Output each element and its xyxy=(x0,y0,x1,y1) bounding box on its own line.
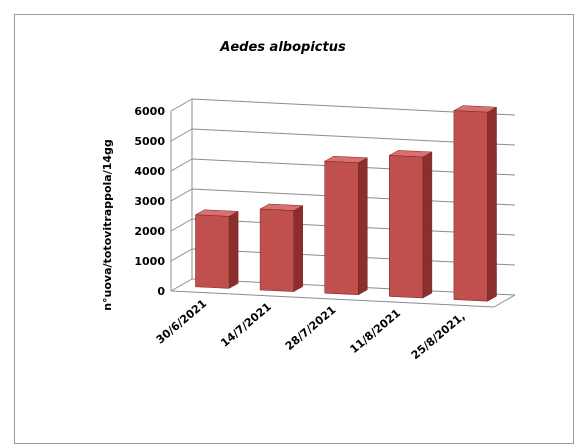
bar-1-side xyxy=(228,210,239,289)
chart-svg: Aedes albopictus 0 1000 2000 3000 4000 5000 60… xyxy=(101,40,516,362)
bar-5 xyxy=(453,105,498,302)
y-tick-4000: 4000 xyxy=(134,165,165,178)
y-tick-3000: 3000 xyxy=(134,195,165,208)
x-tick-1: 30/6/2021 xyxy=(154,297,210,347)
bar-4-side xyxy=(422,151,433,299)
wall-gridline-0 xyxy=(170,278,193,292)
x-tick-5: 25/8/2021, xyxy=(409,310,468,362)
y-tick-labels: 0 1000 2000 3000 4000 5000 6000 xyxy=(134,105,165,298)
chart-frame: Aedes albopictus 0 1000 2000 3000 4000 5000 60… xyxy=(14,14,574,444)
bar-5-front xyxy=(453,110,488,302)
x-tick-4: 11/8/2021 xyxy=(347,307,403,357)
bar-4 xyxy=(388,150,433,299)
y-tick-6000: 6000 xyxy=(134,105,165,118)
wall-gridline-2000 xyxy=(170,218,193,232)
bar-3-side xyxy=(358,157,368,296)
bar-2-side xyxy=(293,205,303,293)
wall-gridline-5000 xyxy=(170,128,193,142)
chart-title: Aedes albopictus xyxy=(219,40,346,55)
bar-4-front xyxy=(389,155,424,299)
wall-gridline-1000 xyxy=(170,248,193,262)
y-tick-2000: 2000 xyxy=(134,225,165,238)
x-tick-3: 28/7/2021 xyxy=(283,303,339,353)
x-axis-line xyxy=(170,290,495,308)
bar-5-side xyxy=(487,106,497,302)
bar-3-front xyxy=(324,160,359,296)
bar-1-front xyxy=(195,214,230,289)
wall-gridline-3000 xyxy=(170,188,193,202)
wall-gridline-4000 xyxy=(170,158,193,172)
bar-2 xyxy=(259,203,304,293)
y-tick-0: 0 xyxy=(157,285,165,298)
bar-3 xyxy=(323,155,369,296)
wall-gridline-6000 xyxy=(170,98,193,112)
x-tick-labels: 30/6/2021 14/7/2021 28/7/2021 11/8/2021 25/8… xyxy=(154,297,468,362)
floor-right-edge xyxy=(493,294,516,308)
y-tick-1000: 1000 xyxy=(134,255,165,268)
y-tick-5000: 5000 xyxy=(134,135,165,148)
x-tick-2: 14/7/2021 xyxy=(218,300,274,350)
y-axis-label: n°uova/totovitrappola/14gg xyxy=(101,139,114,311)
bar-2-front xyxy=(259,208,294,292)
bars-layer xyxy=(194,105,498,302)
bar-1 xyxy=(194,209,239,289)
